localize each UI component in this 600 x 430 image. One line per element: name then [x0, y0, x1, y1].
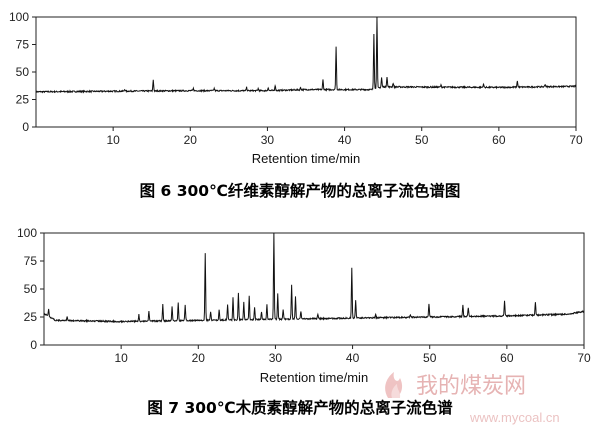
y-tick-label: 0: [30, 338, 37, 352]
x-tick-label: 30: [261, 133, 275, 147]
y-tick-label: 25: [24, 310, 38, 324]
x-tick-label: 40: [338, 133, 352, 147]
chromatogram-trace: [43, 232, 585, 324]
x-tick-label: 50: [415, 133, 429, 147]
y-tick-label: 100: [9, 10, 29, 24]
watermark: 我的煤炭网 www.mycoal.cn: [385, 372, 560, 425]
x-tick-label: 60: [500, 351, 514, 365]
watermark-url: www.mycoal.cn: [469, 410, 560, 425]
plot-frame: [43, 232, 585, 346]
tick-labels: 10 20 30 40 50 60 70 0 25 50 75 100: [9, 10, 583, 147]
y-tick-label: 0: [22, 120, 29, 134]
y-tick-label: 100: [17, 226, 37, 240]
x-tick-label: 40: [346, 351, 360, 365]
x-axis-title: Retention time/min: [260, 370, 368, 385]
x-tick-label: 20: [184, 133, 198, 147]
chromatogram-trace: [35, 16, 577, 94]
axis-ticks: [40, 232, 585, 349]
x-tick-label: 50: [423, 351, 437, 365]
chart-fig6: 10 20 30 40 50 60 70 0 25 50 75 100 Retention time/…: [9, 10, 583, 200]
x-tick-label: 10: [106, 133, 120, 147]
x-tick-label: 60: [492, 133, 506, 147]
y-tick-label: 75: [24, 254, 38, 268]
y-tick-label: 75: [16, 38, 30, 52]
y-tick-label: 25: [16, 93, 30, 107]
figure-caption: 图 7 300℃木质素醇解产物的总离子流色谱: [147, 398, 453, 417]
flame-logo-icon: [385, 372, 403, 398]
plot-frame: [35, 16, 577, 128]
x-tick-label: 70: [569, 133, 583, 147]
y-tick-label: 50: [16, 65, 30, 79]
tick-labels: 10 20 30 40 50 60 70 0 25 50 75 100: [17, 226, 591, 365]
x-tick-label: 70: [577, 351, 591, 365]
x-tick-label: 10: [114, 351, 128, 365]
chart-fig7: 10 20 30 40 50 60 70 0 25 50 75 100 Retention time/…: [17, 226, 591, 417]
axis-ticks: [32, 16, 577, 131]
x-axis-title: Retention time/min: [252, 151, 360, 166]
watermark-text: 我的煤炭网: [416, 374, 526, 399]
figure-caption: 图 6 300℃纤维素醇解产物的总离子流色谱图: [140, 181, 461, 200]
y-tick-label: 50: [24, 282, 38, 296]
x-tick-label: 20: [192, 351, 206, 365]
x-tick-label: 30: [269, 351, 283, 365]
